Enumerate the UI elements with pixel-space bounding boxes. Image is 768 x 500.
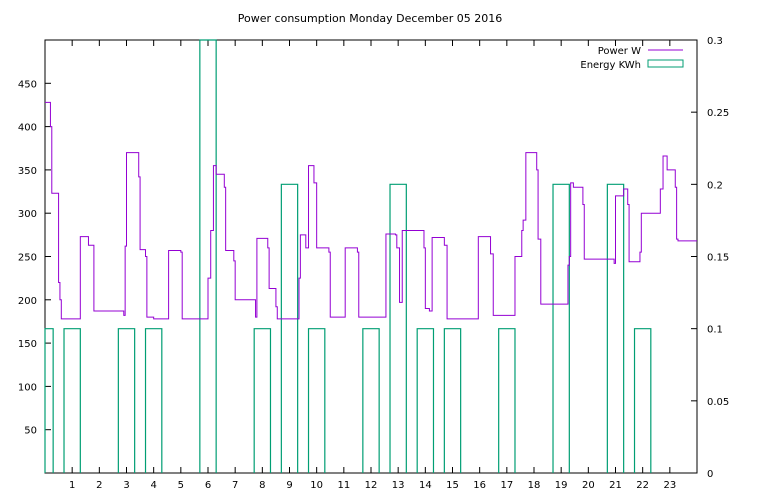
energy-pulse [44, 328, 54, 473]
y-tick-label: 250 [18, 253, 37, 264]
energy-pulse [63, 328, 81, 473]
y-tick-label: 350 [18, 166, 37, 177]
chart-title: Power consumption Monday December 05 201… [238, 12, 502, 25]
y-tick-label: 150 [18, 339, 37, 350]
x-tick-label: 19 [555, 480, 568, 491]
x-tick-label: 14 [419, 480, 432, 491]
energy-pulse [253, 328, 272, 473]
energy-pulse [117, 328, 136, 473]
x-tick-label: 3 [123, 480, 129, 491]
x-tick-label: 4 [150, 480, 156, 491]
y-tick-label: 400 [18, 123, 37, 134]
x-tick-label: 23 [663, 480, 676, 491]
y2-tick-label: 0.2 [707, 180, 723, 191]
x-tick-label: 17 [500, 480, 513, 491]
x-tick-label: 13 [392, 480, 405, 491]
x-tick-label: 9 [286, 480, 292, 491]
x-tick-label: 10 [310, 480, 323, 491]
x-tick-label: 21 [609, 480, 622, 491]
y2-tick-label: 0.25 [707, 108, 729, 119]
y2-tick-label: 0 [707, 469, 713, 480]
x-tick-label: 15 [446, 480, 459, 491]
y-tick-label: 200 [18, 296, 37, 307]
x-tick-label: 20 [582, 480, 595, 491]
x-tick-label: 11 [337, 480, 350, 491]
energy-pulse [199, 39, 217, 473]
energy-pulse [498, 328, 516, 473]
x-tick-label: 1 [69, 480, 75, 491]
legend-swatch-energy [647, 59, 684, 68]
x-tick-label: 7 [232, 480, 238, 491]
legend-label-energy: Energy KWh [580, 60, 641, 71]
x-tick-label: 2 [96, 480, 102, 491]
x-tick-label: 6 [205, 480, 211, 491]
energy-pulse [443, 328, 462, 473]
energy-pulse [144, 328, 163, 473]
y2-tick-label: 0.05 [707, 397, 729, 408]
y-axis-ticks: 50 100 150 200 250 300 350 400 450 [18, 79, 51, 437]
y-tick-label: 450 [18, 79, 37, 90]
x-tick-label: 5 [178, 480, 184, 491]
energy-pulse [389, 183, 407, 473]
energy-pulse [280, 183, 299, 473]
y-tick-label: 50 [24, 426, 37, 437]
x-tick-label: 22 [636, 480, 649, 491]
power-line [45, 101, 697, 320]
plot-frame [44, 39, 698, 474]
x-tick-label: 8 [259, 480, 265, 491]
energy-pulse [307, 328, 326, 473]
y2-tick-label: 0.3 [707, 36, 723, 47]
x-axis-ticks: 1 2 3 4 5 6 7 8 9 10 11 12 13 14 15 16 17 18 19 20 21 22 23 [69, 40, 676, 491]
x-tick-label: 12 [365, 480, 378, 491]
legend: Power W Energy KWh [580, 46, 684, 71]
energy-pulse [416, 328, 435, 473]
x-tick-label: 16 [473, 480, 486, 491]
energy-pulse [552, 183, 570, 473]
energy-pulse [606, 183, 625, 473]
series-layer [44, 39, 697, 473]
y-tick-label: 100 [18, 382, 37, 393]
y2-axis-ticks: 0 0.05 0.1 0.15 0.2 0.25 0.3 [691, 36, 729, 480]
y2-tick-label: 0.15 [707, 253, 729, 264]
energy-pulse [633, 328, 652, 473]
legend-label-power: Power W [598, 46, 641, 57]
y-tick-label: 300 [18, 209, 37, 220]
y2-tick-label: 0.1 [707, 325, 723, 336]
x-tick-label: 18 [528, 480, 541, 491]
energy-pulse [362, 328, 380, 473]
